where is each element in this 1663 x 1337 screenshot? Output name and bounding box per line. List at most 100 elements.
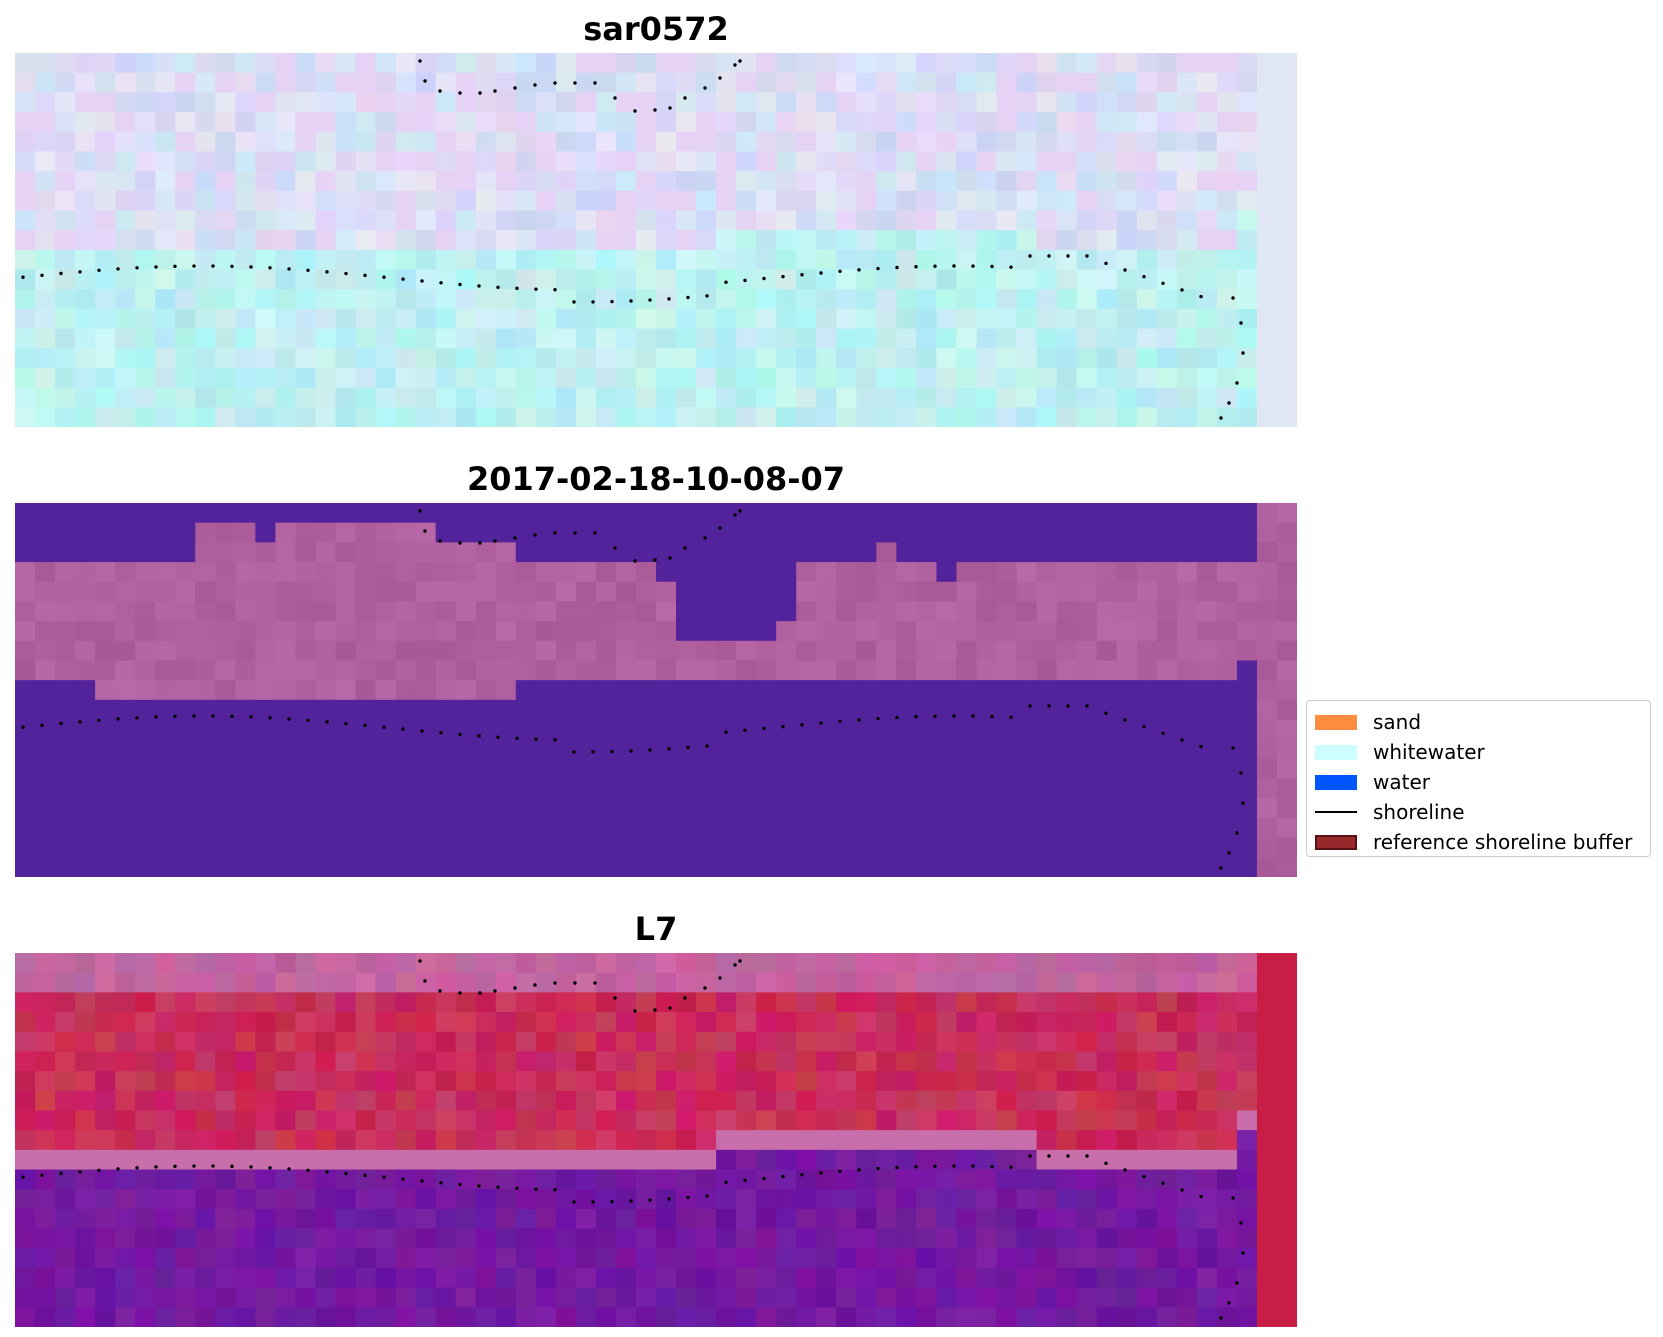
shoreline-dot bbox=[718, 526, 722, 530]
shoreline-dot bbox=[1161, 731, 1165, 735]
shoreline-dot bbox=[876, 1166, 880, 1171]
shoreline-dot bbox=[439, 1181, 443, 1185]
shoreline-dot bbox=[40, 1173, 44, 1178]
shoreline-dot bbox=[683, 996, 687, 1000]
shoreline-dot bbox=[1066, 1154, 1070, 1158]
shoreline-dot bbox=[971, 1164, 975, 1168]
shoreline-dot bbox=[1142, 724, 1146, 729]
shoreline-dot bbox=[718, 76, 722, 80]
panel-title-rgb: sar0572 bbox=[583, 10, 729, 48]
shoreline-dot bbox=[458, 541, 462, 545]
shoreline-dot bbox=[703, 536, 707, 540]
shoreline-dot bbox=[633, 1009, 637, 1013]
shoreline-dot bbox=[553, 981, 557, 985]
shoreline-dot bbox=[653, 108, 657, 112]
shoreline-dot bbox=[1142, 274, 1146, 279]
shoreline-dot bbox=[97, 268, 101, 272]
shoreline-dot bbox=[230, 1164, 234, 1169]
shoreline-dot bbox=[1180, 738, 1184, 742]
shoreline-dot bbox=[1239, 771, 1243, 775]
shoreline-dot bbox=[40, 723, 44, 728]
legend-item-whitewater: whitewater bbox=[1315, 737, 1642, 767]
shoreline-dot bbox=[1047, 1154, 1051, 1158]
shoreline-dot bbox=[705, 294, 709, 298]
shoreline-dot bbox=[653, 558, 657, 562]
shoreline-dot bbox=[135, 716, 139, 720]
shoreline-dot bbox=[610, 749, 614, 754]
shoreline-dot bbox=[78, 1170, 82, 1174]
shoreline-dot bbox=[895, 1165, 899, 1170]
shoreline-dot bbox=[1104, 711, 1108, 716]
shoreline-dot bbox=[515, 286, 519, 291]
shoreline-dot bbox=[1066, 704, 1070, 708]
shoreline-dot bbox=[230, 714, 234, 719]
shoreline-dot bbox=[553, 531, 557, 535]
shoreline-dot bbox=[1239, 1221, 1243, 1225]
shoreline-dot bbox=[762, 276, 766, 281]
shoreline-dot bbox=[1231, 296, 1235, 300]
shoreline-dot bbox=[1180, 1188, 1184, 1192]
shoreline-dot bbox=[249, 1165, 253, 1169]
classified-image-panel bbox=[15, 503, 1297, 877]
shoreline-dot bbox=[819, 721, 823, 725]
shoreline-dot bbox=[743, 1178, 747, 1183]
shoreline-dot bbox=[633, 109, 637, 113]
shoreline-dot bbox=[363, 273, 367, 278]
shoreline-dot bbox=[1047, 704, 1051, 708]
shoreline-dot bbox=[857, 268, 861, 272]
shoreline-dot bbox=[683, 96, 687, 100]
shoreline-dot bbox=[1241, 351, 1245, 355]
shoreline-dot bbox=[1241, 801, 1245, 805]
shoreline-dot bbox=[857, 718, 861, 722]
legend-label: sand bbox=[1373, 710, 1422, 734]
shoreline-dot bbox=[724, 1180, 728, 1184]
panel-title-classified: 2017-02-18-10-08-07 bbox=[466, 460, 846, 498]
shoreline-dot bbox=[762, 1176, 766, 1181]
shoreline-dot bbox=[458, 991, 462, 995]
shoreline-dot bbox=[438, 539, 442, 543]
shoreline-dot bbox=[493, 89, 497, 93]
shoreline-dot bbox=[423, 979, 427, 983]
shoreline-dot bbox=[1219, 866, 1223, 870]
index-image-panel bbox=[15, 953, 1297, 1327]
shoreline-dot bbox=[933, 264, 937, 268]
shoreline-dot bbox=[493, 989, 497, 993]
shoreline-dot bbox=[613, 996, 617, 1000]
shoreline-dot bbox=[648, 298, 652, 302]
shoreline-dot bbox=[534, 737, 538, 741]
shoreline-dot bbox=[287, 717, 291, 721]
legend-label: water bbox=[1373, 770, 1430, 794]
shoreline-dot bbox=[591, 300, 595, 304]
shoreline-dot bbox=[1142, 1174, 1146, 1179]
shoreline-dot bbox=[363, 1173, 367, 1178]
shoreline-dot bbox=[21, 725, 25, 729]
shoreline-dot bbox=[21, 275, 25, 279]
shoreline-dot bbox=[553, 81, 557, 85]
shoreline-dot bbox=[173, 1164, 177, 1169]
shoreline-dot bbox=[249, 265, 253, 269]
shoreline-dot bbox=[325, 1170, 329, 1174]
shoreline-dot bbox=[496, 735, 500, 739]
shoreline-dot bbox=[135, 1166, 139, 1170]
shoreline-dot bbox=[914, 715, 918, 719]
shoreline-dot bbox=[477, 284, 481, 288]
shoreline-dot bbox=[610, 299, 614, 304]
legend-item-shoreline: shoreline bbox=[1315, 797, 1642, 827]
shoreline-dot bbox=[1009, 265, 1013, 269]
shoreline-dot bbox=[97, 718, 101, 722]
shoreline-dot bbox=[573, 81, 577, 85]
shoreline-dot bbox=[135, 266, 139, 270]
shoreline-dot bbox=[173, 264, 177, 269]
shoreline-dot bbox=[1227, 401, 1231, 405]
shoreline-dot bbox=[668, 1006, 672, 1010]
shoreline-dot bbox=[344, 271, 348, 276]
shoreline-dot bbox=[438, 89, 442, 93]
shoreline-dot bbox=[1104, 1161, 1108, 1166]
shoreline-dot bbox=[593, 81, 597, 85]
shoreline-dot bbox=[59, 1171, 63, 1176]
shoreline-dot bbox=[613, 546, 617, 550]
shoreline-dot bbox=[513, 986, 517, 990]
shoreline-dot bbox=[971, 264, 975, 268]
shoreline-dot bbox=[838, 1169, 842, 1174]
shoreline-dot bbox=[733, 513, 737, 517]
